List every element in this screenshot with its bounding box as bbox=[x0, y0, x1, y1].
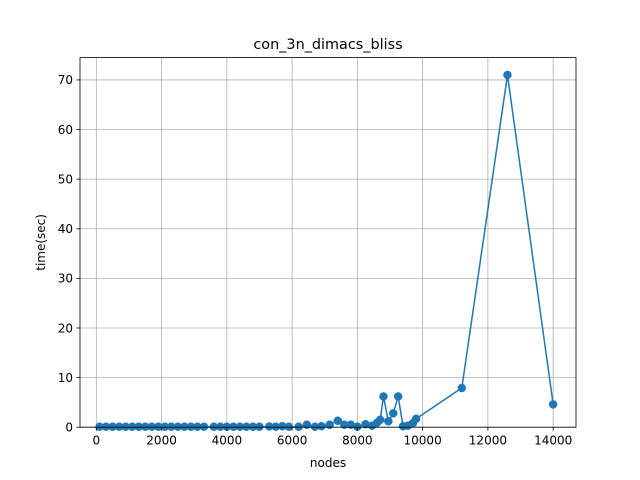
data-point bbox=[379, 392, 388, 401]
ticks: 0 2000 4000 6000 8000 10000 12000 14000 0 10 20 30 4… bbox=[58, 73, 573, 447]
plot-frame bbox=[79, 57, 577, 428]
data-point bbox=[333, 416, 343, 425]
chart-title: con_3n_dimacs_bliss bbox=[253, 37, 402, 53]
series bbox=[95, 70, 558, 431]
y-tick-label: 0 bbox=[65, 421, 73, 435]
x-tick-label: 0 bbox=[92, 434, 100, 448]
x-tick-label: 6000 bbox=[277, 434, 308, 448]
y-tick-label: 50 bbox=[58, 172, 73, 186]
series-line bbox=[98, 74, 554, 428]
data-point bbox=[199, 422, 209, 431]
x-tick-label: 10000 bbox=[404, 434, 442, 448]
data-point bbox=[393, 392, 403, 401]
data-point bbox=[284, 422, 294, 431]
x-tick-label: 14000 bbox=[534, 434, 572, 448]
x-tick-label: 4000 bbox=[212, 434, 243, 448]
data-point bbox=[255, 422, 264, 431]
y-tick-label: 30 bbox=[58, 272, 73, 286]
grid bbox=[80, 57, 576, 428]
x-tick-label: 8000 bbox=[342, 434, 373, 448]
y-tick-label: 20 bbox=[58, 321, 73, 335]
x-tick-label: 12000 bbox=[469, 434, 507, 448]
data-point bbox=[384, 417, 393, 426]
data-point bbox=[389, 409, 398, 418]
data-point bbox=[548, 400, 558, 409]
data-point bbox=[317, 421, 326, 431]
y-tick-label: 40 bbox=[58, 222, 73, 236]
x-tick-label: 2000 bbox=[146, 434, 177, 448]
data-point bbox=[325, 420, 334, 429]
data-point bbox=[411, 414, 421, 424]
x-axis-label: nodes bbox=[310, 456, 346, 470]
y-axis-label: time(sec) bbox=[34, 214, 48, 271]
y-tick-label: 10 bbox=[58, 371, 73, 385]
data-point bbox=[375, 415, 385, 425]
data-point bbox=[457, 383, 467, 393]
y-tick-label: 60 bbox=[58, 123, 73, 137]
data-point bbox=[294, 422, 303, 431]
data-point bbox=[503, 70, 512, 80]
data-point bbox=[302, 420, 312, 429]
y-tick-label: 70 bbox=[58, 73, 73, 87]
